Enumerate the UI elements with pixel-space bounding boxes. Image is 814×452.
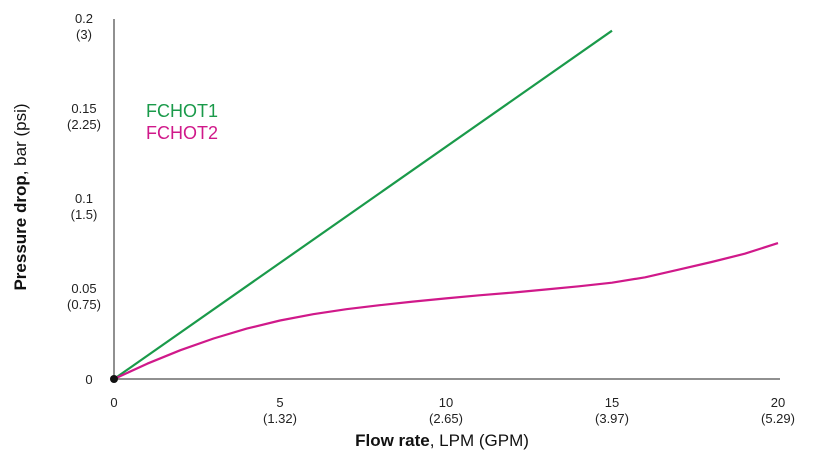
series-line-fchot1 [113,29,613,380]
y-tick-sublabel: (3) [76,27,92,42]
y-tick-sublabel: (1.5) [71,207,98,222]
x-tick-label: 20 [771,395,785,410]
y-tick-sublabel: (2.25) [67,117,101,132]
x-tick-sublabel: (3.97) [595,411,629,426]
x-tick-sublabel: (5.29) [761,411,795,426]
x-axis-title-bold: Flow rate [355,431,430,450]
x-tick-label: 15 [605,395,619,410]
legend-entry-fchot1: FCHOT1 [146,101,218,121]
y-tick-label: 0.15 [71,101,96,116]
y-tick-label: 0.2 [75,11,93,26]
x-tick-label: 5 [276,395,283,410]
x-tick-label: 0 [110,395,117,410]
y-axis-title: Pressure drop, bar (psi) [11,103,30,290]
origin-marker [110,375,118,383]
y-tick-label: 0.1 [75,191,93,206]
x-axis-title: Flow rate, LPM (GPM) [355,431,529,450]
x-tick-label: 10 [439,395,453,410]
y-tick-sublabel: (0.75) [67,297,101,312]
y-tick-label: 0.05 [71,281,96,296]
x-axis-title-units: , LPM (GPM) [430,431,529,450]
x-tick-sublabel: (2.65) [429,411,463,426]
legend-entry-fchot2: FCHOT2 [146,123,218,143]
y-axis-title-bold: Pressure drop [11,175,30,290]
x-tick-sublabel: (1.32) [263,411,297,426]
series-line-fchot2 [113,242,779,380]
y-tick-label: 0 [85,372,92,387]
y-axis-title-units: , bar (psi) [11,103,30,175]
